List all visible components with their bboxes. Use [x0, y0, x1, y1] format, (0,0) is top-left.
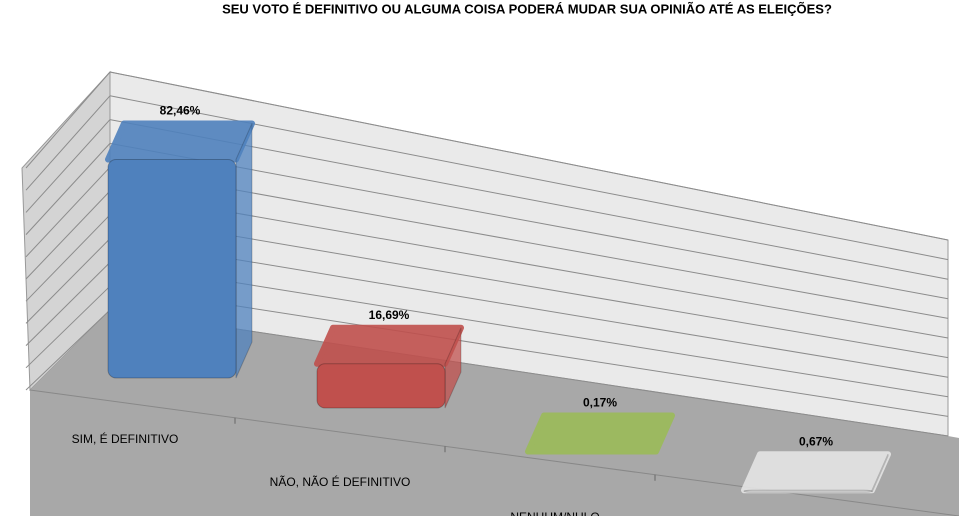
bar-front [107, 158, 237, 379]
x-tick-label: NÃO, NÃO É DEFINITIVO [270, 474, 411, 489]
grid-line [25, 309, 111, 391]
bar [314, 324, 464, 409]
bar-top [314, 324, 464, 367]
bar [525, 412, 675, 455]
grid-line [109, 71, 949, 241]
bar-front [316, 363, 446, 409]
grid-line [25, 71, 111, 169]
floor [30, 310, 959, 516]
value-label: 0,17% [583, 396, 617, 410]
bar [105, 120, 255, 379]
bar-front [743, 489, 873, 493]
bar-side [871, 454, 889, 493]
grid-line [25, 143, 111, 235]
grid-line [25, 285, 111, 369]
x-tick-label: NENHUM/NULO [510, 510, 599, 516]
grid-line [25, 214, 111, 302]
bar-top [105, 120, 255, 163]
bar [741, 451, 891, 494]
grid-line [25, 262, 111, 346]
value-label: 0,67% [799, 434, 833, 448]
bar-top [741, 451, 891, 494]
grid-line [25, 166, 111, 258]
value-label: 82,46% [160, 104, 201, 118]
chart-title: SEU VOTO É DEFINITIVO OU ALGUMA COISA PO… [222, 1, 832, 16]
bar-top [525, 412, 675, 455]
grid-line [25, 190, 111, 280]
value-label: 16,69% [369, 308, 410, 322]
grid-line [25, 95, 111, 191]
grid-line [25, 119, 111, 213]
x-tick-label: SIM, É DEFINITIVO [72, 431, 179, 446]
bar-side [235, 123, 253, 379]
grid-line [25, 238, 111, 324]
floor-edge [29, 389, 959, 516]
